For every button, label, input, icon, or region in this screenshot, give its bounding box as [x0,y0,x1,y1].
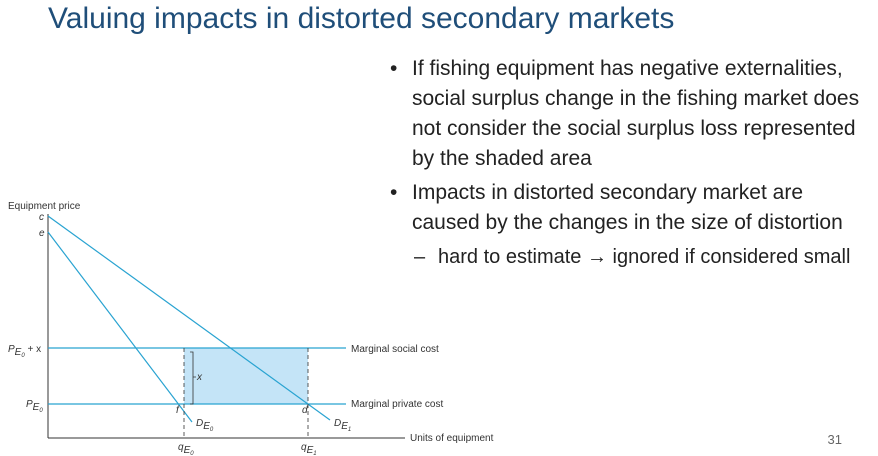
quantity-0-label: qE0 [178,442,194,456]
marginal-social-cost-label: Marginal social cost [351,344,439,355]
point-f-label: f [176,405,180,416]
price-high-label: PE0 + x [8,344,41,359]
demand-curve-0 [47,231,193,423]
quantity-1-label: qE1 [301,442,317,456]
demand-1-label: DE1 [334,418,351,433]
distortion-x-label: x [196,372,203,383]
slide-title: Valuing impacts in distorted secondary m… [48,2,675,35]
bullet-item: • Impacts in distorted secondary market … [390,178,870,238]
bullet-text: If fishing equipment has negative extern… [412,57,860,170]
point-c-label: c [39,212,44,223]
bullet-list: • If fishing equipment has negative exte… [390,54,870,272]
point-d-label: d [302,405,308,416]
bullet-dot: • [390,57,398,80]
bullet-item: • If fishing equipment has negative exte… [390,54,870,174]
bullet-dot: • [390,181,398,204]
shaded-surplus-area [184,348,308,404]
marginal-private-cost-label: Marginal private cost [351,399,443,410]
point-e-label: e [39,228,45,239]
demand-curve-1 [47,215,331,421]
distortion-bracket [190,351,196,405]
x-axis-label: Units of equipment [410,433,494,444]
sub-bullet-item: – hard to estimate → ignored if consider… [390,242,870,272]
page-number: 31 [827,432,842,447]
sub-bullet-text: hard to estimate → ignored if considered… [438,246,851,268]
sub-bullet-dash: – [414,246,426,268]
bullet-text: Impacts in distorted secondary market ar… [412,181,843,234]
demand-0-label: DE0 [196,418,214,433]
price-low-label: PE0 [26,399,43,414]
y-axis-label: Equipment price [8,201,81,212]
